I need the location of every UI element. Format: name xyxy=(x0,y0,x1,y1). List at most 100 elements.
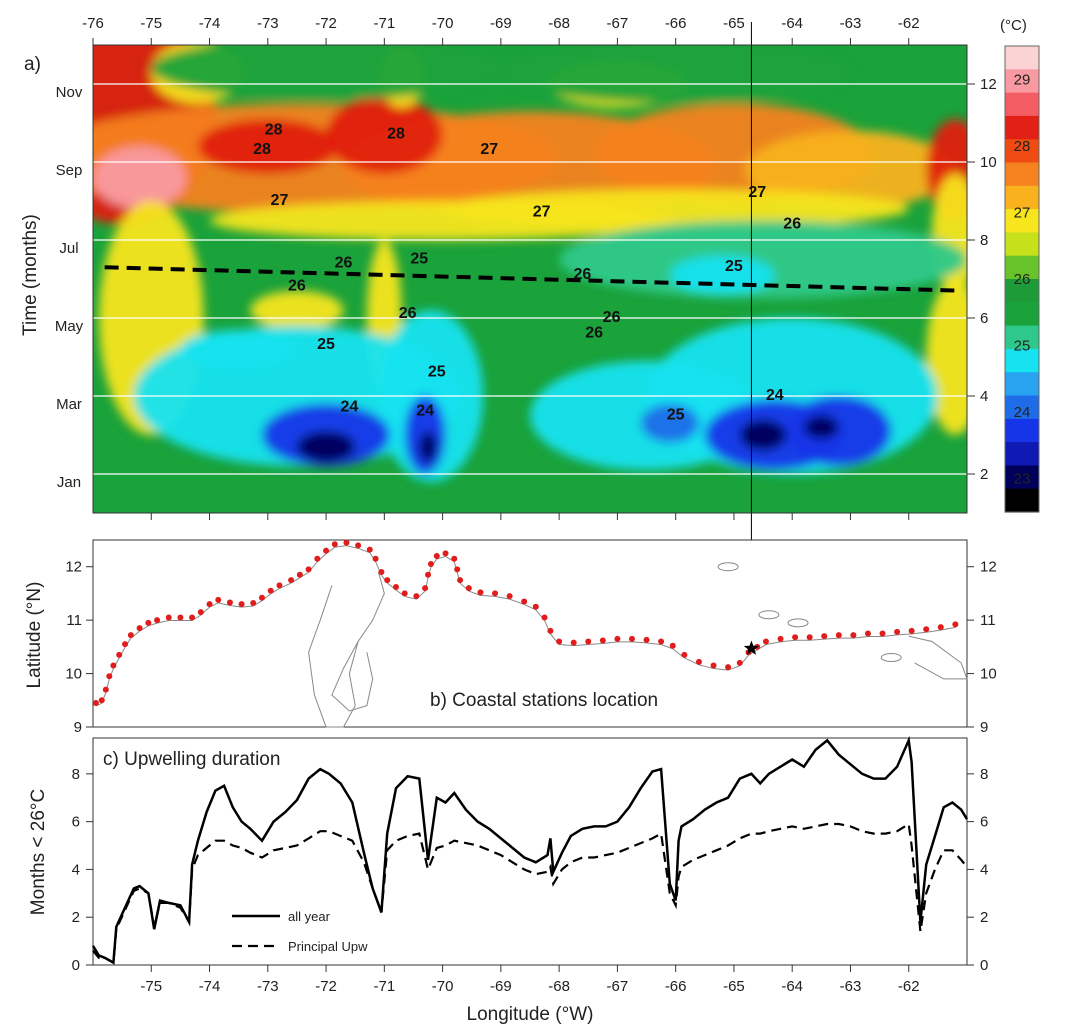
station-dot xyxy=(628,635,635,642)
station-dot xyxy=(258,594,265,601)
top-tick-label: -69 xyxy=(490,15,512,32)
top-tick-label: -67 xyxy=(607,15,629,32)
station-dot xyxy=(372,555,379,562)
station-dot xyxy=(532,603,539,610)
field-blob xyxy=(640,403,699,443)
month-label: Jul xyxy=(59,240,78,257)
station-dot xyxy=(177,614,184,621)
colorbar-swatch xyxy=(1005,372,1039,397)
lat-tick-label: 10 xyxy=(65,666,82,683)
colorbar-tick-label: 23 xyxy=(1014,471,1031,488)
month-number-label: 2 xyxy=(980,466,988,483)
station-dot xyxy=(92,699,99,706)
panel-c-ylabel: Months < 26°C xyxy=(28,789,49,915)
x-tick-label: -65 xyxy=(723,978,745,995)
island-outline xyxy=(717,562,739,572)
colorbar-swatch xyxy=(1005,162,1039,187)
x-tick-label: -74 xyxy=(199,978,221,995)
month-number-label: 8 xyxy=(980,232,988,249)
station-dot xyxy=(296,571,303,578)
lat-tick-label: 10 xyxy=(980,666,997,683)
station-dot xyxy=(894,628,901,635)
month-label: Jan xyxy=(57,474,81,491)
colorbar-swatch xyxy=(1005,418,1039,443)
contour-label: 26 xyxy=(399,305,417,322)
series-principal-upw-line xyxy=(92,822,968,965)
contour-label: 27 xyxy=(480,141,498,158)
station-dot xyxy=(384,577,391,584)
top-tick-label: -65 xyxy=(723,15,745,32)
station-dot xyxy=(122,641,129,648)
station-dot xyxy=(541,614,548,621)
trinidad-outline xyxy=(908,635,968,680)
station-dot xyxy=(413,593,420,600)
x-tick-label: -67 xyxy=(607,978,629,995)
months-ticks-left: 0 2 4 6 8 xyxy=(72,766,93,974)
station-dot xyxy=(556,638,563,645)
panel-b-label: b) Coastal stations location xyxy=(430,690,658,711)
station-dot xyxy=(506,593,513,600)
colorbar: (°C) 29 28 27 26 25 24 23 xyxy=(1000,17,1040,513)
field-blob xyxy=(250,290,344,330)
field-blob xyxy=(151,45,501,100)
top-tick-label: -76 xyxy=(82,15,104,32)
station-dot xyxy=(725,664,732,671)
station-dot xyxy=(366,546,373,553)
station-dot xyxy=(392,584,399,591)
station-dot xyxy=(658,638,665,645)
colorbar-swatch xyxy=(1005,465,1039,490)
lake-outline xyxy=(331,641,374,712)
contour-label: 24 xyxy=(416,403,434,420)
y-tick-label: 2 xyxy=(72,909,80,926)
contour-label: 27 xyxy=(748,184,766,201)
x-tick-label: -64 xyxy=(781,978,803,995)
station-dot xyxy=(695,658,702,665)
colorbar-tick-label: 29 xyxy=(1014,71,1031,88)
station-dot xyxy=(669,642,676,649)
station-dot xyxy=(879,630,886,637)
station-dot xyxy=(355,542,362,549)
colorbar-swatch xyxy=(1005,488,1039,513)
y-tick-label: 6 xyxy=(72,814,80,831)
colorbar-swatch xyxy=(1005,302,1039,327)
station-dot xyxy=(378,569,385,576)
panel-b-map: 9 10 11 12 9 10 11 12 b) Coastal stations loca… xyxy=(24,539,997,736)
x-tick-label: -72 xyxy=(315,978,337,995)
top-tick-label: -66 xyxy=(665,15,687,32)
top-longitude-ticks: -76 -75 -74 -73 -72 -71 -70 -69 -68 -67 -66 -65 -64 -… xyxy=(82,15,920,45)
top-tick-label: -73 xyxy=(257,15,279,32)
contour-label: 28 xyxy=(387,126,405,143)
station-dot xyxy=(323,547,330,554)
contour-label: 26 xyxy=(603,309,621,326)
contour-label: 28 xyxy=(253,141,271,158)
island-outline xyxy=(787,618,809,628)
contour-label: 27 xyxy=(271,192,289,209)
station-dot xyxy=(98,697,105,704)
field-blob xyxy=(500,45,851,104)
station-dot xyxy=(821,633,828,640)
colorbar-swatch xyxy=(1005,395,1039,420)
dashed-trend-line xyxy=(104,265,962,293)
x-tick-label: -69 xyxy=(490,978,512,995)
month-number-label: 12 xyxy=(980,76,997,93)
top-tick-label: -64 xyxy=(781,15,803,32)
station-dot xyxy=(908,627,915,634)
contour-label: 28 xyxy=(265,122,283,139)
station-dot xyxy=(106,673,113,680)
station-dot xyxy=(599,637,606,644)
y-tick-label: 8 xyxy=(980,766,988,783)
legend: all year Principal Upw xyxy=(232,909,368,954)
station-dot xyxy=(681,651,688,658)
month-tick-labels: Nov Sep Jul May Mar Jan xyxy=(55,84,84,491)
station-dot xyxy=(305,566,312,573)
field-blob xyxy=(669,255,775,295)
x-axis-title: Longitude (°W) xyxy=(467,1004,594,1025)
month-gridlines xyxy=(93,83,967,475)
contour-label: 26 xyxy=(574,266,592,283)
contour-label: 26 xyxy=(585,325,603,342)
colorbar-tick-label: 24 xyxy=(1014,404,1031,421)
station-dot xyxy=(457,577,464,584)
station-dot xyxy=(614,635,621,642)
